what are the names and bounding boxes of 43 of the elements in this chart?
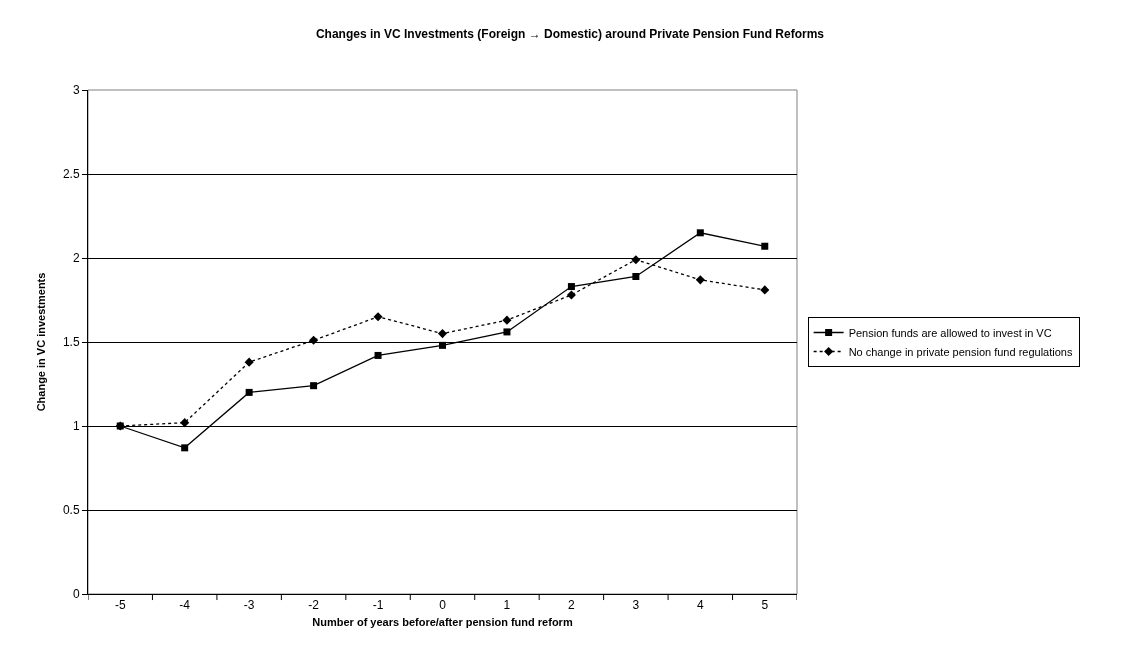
- point: [502, 315, 512, 325]
- point: [696, 229, 704, 237]
- legend-label: Pension funds are allowed to invest in VC: [848, 326, 1052, 339]
- point: [761, 242, 769, 250]
- point: [567, 283, 575, 291]
- point: [309, 335, 319, 345]
- y-tick-label: 2.5: [62, 167, 80, 182]
- point: [245, 388, 253, 396]
- y-tick-label: 3: [72, 83, 80, 98]
- point: [503, 328, 511, 336]
- x-tick-label: -3: [243, 598, 255, 613]
- point: [566, 290, 576, 300]
- x-tick-label: 4: [696, 598, 704, 613]
- point: [180, 418, 190, 428]
- x-tick-label: -4: [179, 598, 191, 613]
- point: [760, 285, 770, 295]
- point: [695, 275, 705, 285]
- y-tick-label: 2: [72, 251, 80, 266]
- point: [310, 382, 318, 390]
- y-tick-label: 0.5: [62, 503, 80, 518]
- y-tick-label: 1.5: [62, 335, 80, 350]
- x-tick-label: -5: [114, 598, 126, 613]
- y-tick-label: 0: [72, 587, 80, 602]
- point: [374, 351, 382, 359]
- y-tick-label: 1: [72, 419, 80, 434]
- x-axis-title: Number of years before/after pension fund reform: [312, 615, 573, 628]
- point: [181, 444, 189, 452]
- chart-title: Changes in VC Investments (Foreign → Domestic) around Private Pension Fund Reforms: [315, 27, 825, 42]
- x-tick-label: 0: [439, 598, 447, 613]
- point: [373, 312, 383, 322]
- legend-label: No change in private pension fund regulations: [848, 345, 1073, 358]
- x-tick-label: 3: [632, 598, 640, 613]
- point: [439, 341, 446, 349]
- point: [244, 357, 254, 367]
- x-tick-label: 2: [568, 598, 576, 613]
- x-tick-label: 5: [761, 598, 769, 613]
- x-tick-label: -1: [372, 598, 384, 613]
- y-axis-title: Change in VC investments: [34, 272, 47, 412]
- point: [437, 329, 448, 339]
- point: [631, 255, 641, 265]
- x-tick-label: -2: [308, 598, 320, 613]
- x-tick-label: 1: [503, 598, 511, 613]
- point: [632, 272, 640, 280]
